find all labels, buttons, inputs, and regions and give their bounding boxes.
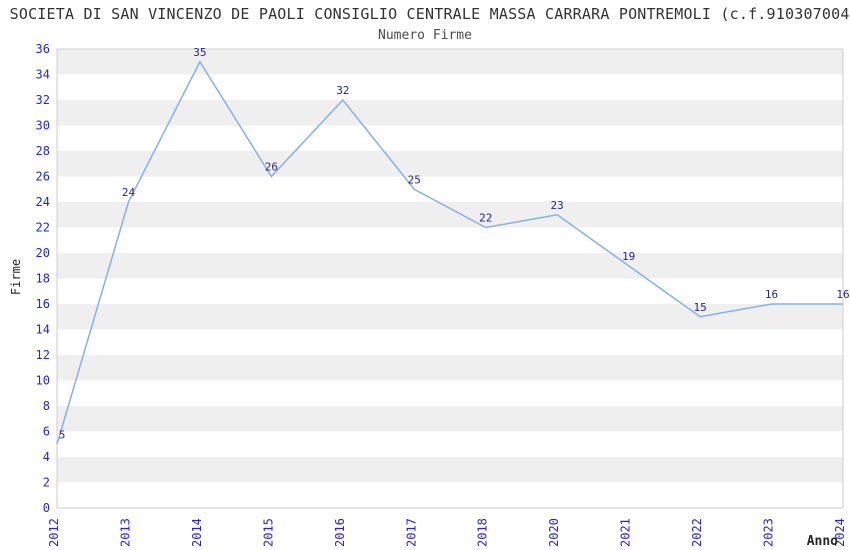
- point-label: 23: [551, 199, 564, 212]
- grid-band: [57, 355, 843, 381]
- grid-band: [57, 49, 843, 75]
- y-tick-label: 6: [43, 425, 50, 439]
- y-tick-label: 18: [36, 272, 50, 286]
- y-tick-label: 0: [43, 501, 50, 515]
- grid-band: [57, 253, 843, 279]
- point-label: 35: [193, 46, 206, 59]
- series-line: [56, 60, 843, 445]
- chart-subtitle: Numero Firme: [378, 28, 472, 43]
- grid-band: [57, 151, 843, 177]
- x-tick-label: 2018: [476, 518, 490, 547]
- point-label: 25: [408, 173, 421, 186]
- y-tick-label: 10: [36, 374, 50, 388]
- y-tick-label: 8: [43, 399, 50, 413]
- point-label: 26: [265, 161, 278, 174]
- y-tick-label: 34: [36, 68, 50, 82]
- y-tick-label: 28: [36, 144, 50, 158]
- x-tick-label: 2024: [833, 518, 847, 547]
- y-tick-label: 32: [36, 93, 50, 107]
- chart-title: ODV SOCIETA DI SAN VINCENZO DE PAOLI CON…: [0, 5, 850, 23]
- y-axis-title: Firme: [9, 259, 23, 295]
- x-axis-title: Anno: [807, 534, 838, 549]
- y-tick-label: 22: [36, 221, 50, 235]
- x-tick-label: 2015: [261, 518, 275, 547]
- y-tick-label: 36: [36, 42, 50, 56]
- y-tick-label: 2: [43, 476, 50, 490]
- point-label: 22: [479, 212, 492, 225]
- point-label: 19: [622, 250, 635, 263]
- point-label: 15: [693, 301, 706, 314]
- x-tick-label: 2016: [333, 518, 347, 547]
- point-label: 16: [836, 288, 849, 301]
- point-label: 24: [122, 186, 136, 199]
- x-tick-label: 2017: [404, 518, 418, 547]
- y-tick-label: 24: [36, 195, 50, 209]
- grid-band: [57, 304, 843, 330]
- point-label: 16: [765, 288, 778, 301]
- y-tick-label: 30: [36, 119, 50, 133]
- point-label: 5: [59, 428, 66, 441]
- x-tick-label: 2020: [547, 518, 561, 547]
- y-tick-label: 4: [43, 450, 50, 464]
- x-tick-label: 2013: [118, 518, 132, 547]
- grid-band: [57, 202, 843, 228]
- x-tick-label: 2014: [190, 518, 204, 547]
- point-label: 32: [336, 84, 349, 97]
- plot-border: [56, 48, 844, 509]
- grid-band: [57, 457, 843, 483]
- y-tick-label: 12: [36, 348, 50, 362]
- y-tick-label: 14: [36, 323, 50, 337]
- grid-band: [57, 406, 843, 432]
- x-tick-label: 2023: [762, 518, 776, 547]
- x-tick-label: 2021: [619, 518, 633, 547]
- y-tick-label: 16: [36, 297, 50, 311]
- x-tick-label: 2022: [690, 518, 704, 547]
- x-tick-label: 2012: [47, 518, 61, 547]
- y-tick-label: 20: [36, 246, 50, 260]
- grid-band: [57, 100, 843, 126]
- y-tick-label: 26: [36, 170, 50, 184]
